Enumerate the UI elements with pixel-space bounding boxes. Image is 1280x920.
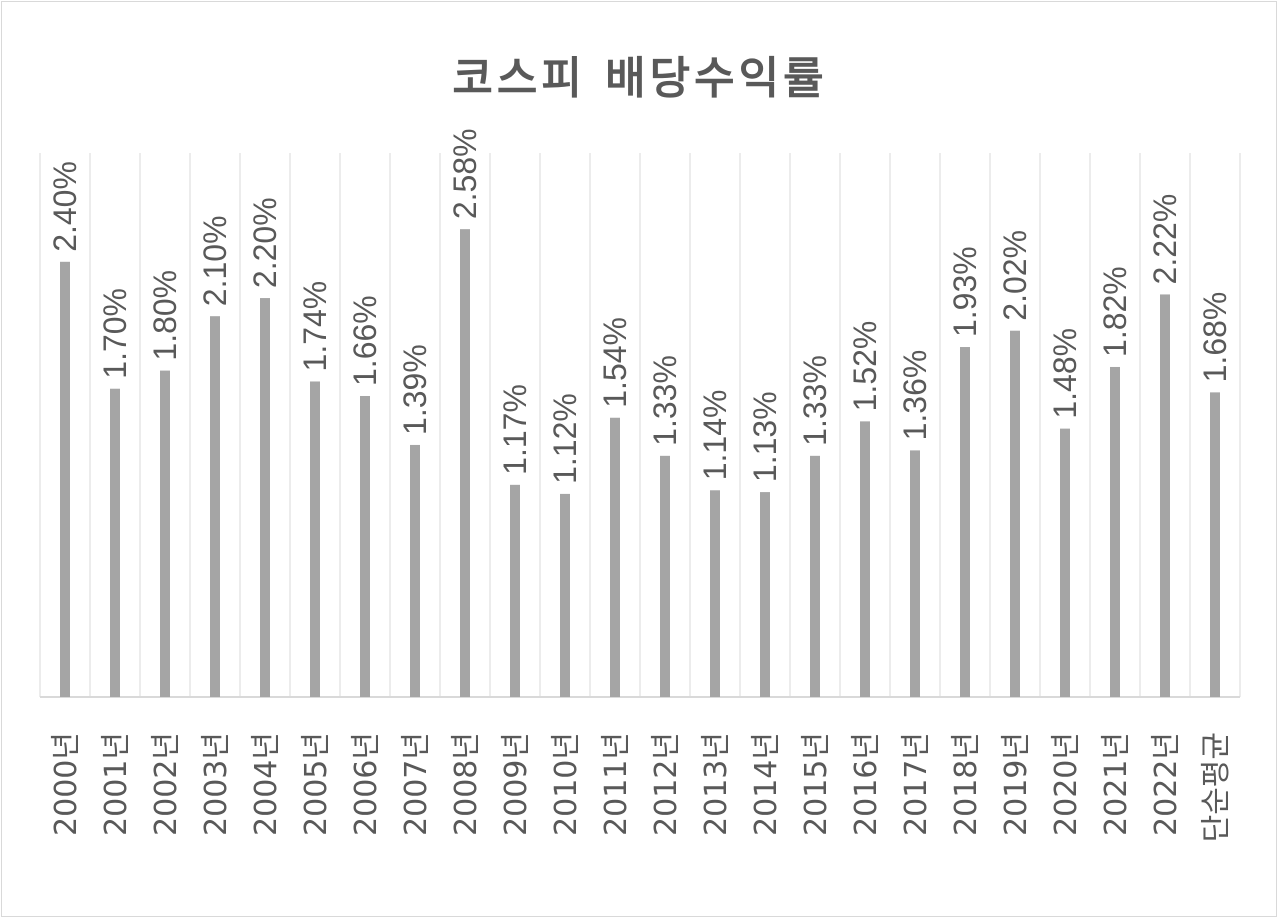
data-label: 1.36% <box>897 350 933 441</box>
data-label: 1.93% <box>947 246 983 337</box>
x-tick-label: 2014년 <box>749 732 784 836</box>
data-label: 1.70% <box>97 288 133 379</box>
bar <box>460 229 470 697</box>
x-tick-label: 2003년 <box>199 732 234 836</box>
bar <box>210 316 220 697</box>
x-tick-label: 단순평균 <box>1199 732 1234 842</box>
data-label: 1.13% <box>747 391 783 482</box>
x-tick-label: 2017년 <box>899 732 934 836</box>
x-tick-label: 2001년 <box>99 732 134 836</box>
x-tick-label: 2004년 <box>249 732 284 836</box>
data-label: 1.33% <box>797 355 833 446</box>
x-tick-label: 2006년 <box>349 732 384 836</box>
data-label: 1.14% <box>697 390 733 481</box>
x-tick-label: 2022년 <box>1149 732 1184 836</box>
data-label: 1.74% <box>297 281 333 372</box>
bar <box>110 388 120 697</box>
bar <box>810 455 820 697</box>
bar <box>160 370 170 697</box>
bar <box>1210 392 1220 697</box>
bar <box>510 484 520 697</box>
x-tick-label: 2020년 <box>1049 732 1084 836</box>
bar <box>760 492 770 697</box>
bar <box>260 298 270 697</box>
x-tick-label: 2005년 <box>299 732 334 836</box>
bar <box>1010 330 1020 697</box>
data-label: 2.58% <box>447 128 483 219</box>
bar <box>560 493 570 697</box>
chart-title: 코스피 배당수익률 <box>452 53 828 104</box>
x-tick-label: 2000년 <box>49 732 84 836</box>
data-label: 1.33% <box>647 355 683 446</box>
data-label: 2.10% <box>197 215 233 306</box>
x-tick-label: 2016년 <box>849 732 884 836</box>
bar <box>60 261 70 697</box>
bar <box>710 490 720 697</box>
x-tick-label: 2011년 <box>599 732 634 836</box>
data-label: 1.82% <box>1097 266 1133 357</box>
data-label: 1.80% <box>147 270 183 361</box>
x-tick-label: 2013년 <box>699 732 734 836</box>
x-tick-label: 2019년 <box>999 732 1034 836</box>
data-label: 2.20% <box>247 197 283 288</box>
x-tick-label: 2008년 <box>449 732 484 836</box>
x-tick-label: 2007년 <box>399 732 434 836</box>
data-label: 2.40% <box>47 161 83 252</box>
bar <box>360 395 370 697</box>
data-label: 1.68% <box>1197 292 1233 383</box>
x-tick-label: 2015년 <box>799 732 834 836</box>
bar <box>1060 428 1070 697</box>
bar <box>660 455 670 697</box>
x-tick-label: 2002년 <box>149 732 184 836</box>
x-tick-label: 2012년 <box>649 732 684 836</box>
bar <box>1110 366 1120 697</box>
data-label: 1.54% <box>597 317 633 408</box>
bar <box>960 347 970 697</box>
data-label: 2.02% <box>997 230 1033 321</box>
data-label: 1.12% <box>547 393 583 484</box>
data-label: 2.22% <box>1147 194 1183 285</box>
x-tick-label: 2009년 <box>499 732 534 836</box>
bar <box>910 450 920 697</box>
data-label: 1.48% <box>1047 328 1083 419</box>
bar <box>610 417 620 697</box>
bar <box>1160 294 1170 697</box>
bar <box>860 421 870 697</box>
x-tick-label: 2021년 <box>1099 732 1134 836</box>
data-label: 1.17% <box>497 384 533 475</box>
x-tick-label: 2010년 <box>549 732 584 836</box>
data-label: 1.52% <box>847 321 883 412</box>
x-tick-label: 2018년 <box>949 732 984 836</box>
bar <box>310 381 320 697</box>
data-label: 1.39% <box>397 344 433 435</box>
data-label: 1.66% <box>347 295 383 386</box>
bar <box>410 444 420 697</box>
